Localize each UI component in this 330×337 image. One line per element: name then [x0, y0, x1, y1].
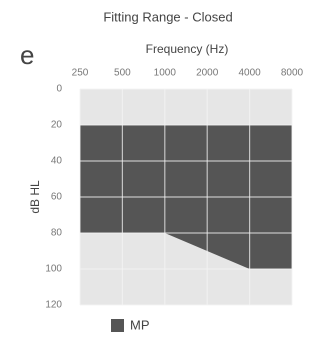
- y-tick-label: 60: [51, 192, 63, 203]
- legend-label: MP: [130, 317, 150, 332]
- x-tick-label: 250: [72, 68, 89, 79]
- x-axis-label: Frequency (Hz): [146, 42, 229, 56]
- chart-title: Fitting Range - Closed: [103, 9, 232, 24]
- x-tick-label: 4000: [238, 68, 261, 79]
- y-tick-label: 100: [45, 264, 62, 275]
- y-tick-label: 20: [51, 120, 63, 131]
- x-tick-label: 1000: [154, 68, 177, 79]
- y-tick-label: 80: [51, 228, 63, 239]
- y-tick-label: 0: [56, 84, 62, 95]
- cropped-text: e: [20, 40, 34, 70]
- legend-swatch: [111, 319, 124, 332]
- y-tick-label: 120: [45, 300, 62, 311]
- x-tick-label: 2000: [196, 68, 219, 79]
- y-axis-label: dB HL: [28, 180, 42, 214]
- x-tick-label: 500: [114, 68, 131, 79]
- x-tick-label: 8000: [281, 68, 304, 79]
- y-tick-label: 40: [51, 156, 63, 167]
